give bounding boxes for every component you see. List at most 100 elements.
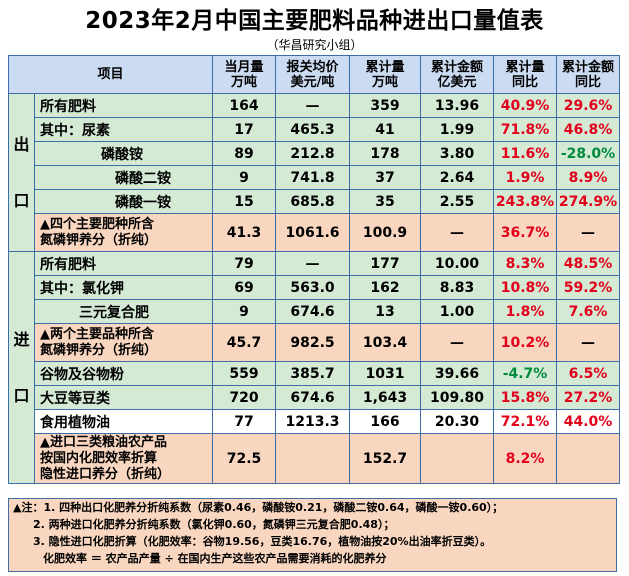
cell-monthly-volume: 9 [212,165,277,190]
section-label-export: 出口 [8,93,35,252]
cell-cumulative-value: 1.00 [420,299,495,324]
cell-cumulative-volume: 1031 [349,361,422,386]
cell-volume-yoy: -4.7% [493,361,558,386]
cell-cumulative-value: 109.80 [420,385,495,410]
table-row: ▲两个主要品种所含 氮磷钾养分（折纯） 45.7 982.5 103.4 — 10… [9,323,621,362]
cell-average-price: 685.8 [275,189,351,214]
cell-value-yoy: 27.2% [556,385,621,410]
cell-cumulative-value: 2.64 [420,165,495,190]
cell-volume-yoy: 1.8% [493,299,558,324]
row-item: 大豆等豆类 [33,385,214,410]
cell-cumulative-volume: 162 [349,275,422,300]
cell-average-price [275,433,351,484]
cell-monthly-volume: 164 [212,93,277,118]
cell-average-price: 741.8 [275,165,351,190]
cell-cumulative-volume: 35 [349,189,422,214]
row-item: 其中：尿素 [33,117,214,142]
cell-volume-yoy: 71.8% [493,117,558,142]
row-item: ▲两个主要品种所含 氮磷钾养分（折纯） [33,323,214,362]
cell-volume-yoy: 11.6% [493,141,558,166]
cell-cumulative-value: 1.99 [420,117,495,142]
header-cumulative-value: 累计金额 亿美元 [420,55,495,94]
cell-value-yoy: 59.2% [556,275,621,300]
footnote-2: 2. 两种进口化肥养分折纯系数（氯化钾0.60，氮磷钾三元复合肥0.48）； [33,518,395,531]
row-item: 谷物及谷物粉 [33,361,214,386]
cell-monthly-volume: 9 [212,299,277,324]
cell-average-price: 674.6 [275,299,351,324]
cell-monthly-volume: 89 [212,141,277,166]
table-row: 出口 所有肥料 164 — 359 13.96 40.9% 29.6% [8,93,621,252]
cell-value-yoy: -28.0% [556,141,621,166]
table-row: 进口 所有肥料 79 — 177 10.00 8.3% 48.5% [8,251,621,484]
cell-volume-yoy: 243.8% [493,189,558,214]
cell-monthly-volume: 15 [212,189,277,214]
cell-value-yoy: 274.9% [556,189,621,214]
cell-monthly-volume: 79 [212,251,277,276]
cell-cumulative-volume: 41 [349,117,422,142]
table-row: 其中：氯化钾 69 563.0 162 8.83 10.8% 59.2% [9,275,621,300]
header-volume-yoy: 累计量 同比 [493,55,558,94]
cell-average-price: 465.3 [275,117,351,142]
header-item: 项目 [7,55,214,94]
cell-value-yoy: — [556,213,621,252]
cell-cumulative-volume: 152.7 [349,433,422,484]
footnotes: ▲注：1. 四种出口化肥养分折纯系数（尿素0.46，磷酸铵0.21，磷酸二铵0.… [8,498,617,572]
cell-average-price: 563.0 [275,275,351,300]
cell-cumulative-volume: 37 [349,165,422,190]
cell-volume-yoy: 10.2% [493,323,558,362]
cell-cumulative-value: — [420,323,495,362]
cell-value-yoy: 8.9% [556,165,621,190]
cell-monthly-volume: 45.7 [212,323,277,362]
row-item: ▲四个主要肥种所含 氮磷钾养分（折纯） [33,213,214,252]
row-item: ▲进口三类粮油农产品 按国内化肥效率折算 隐性进口养分（折纯） [33,433,214,484]
header-value-yoy: 累计金额 同比 [556,55,621,94]
table-row: 磷酸二铵 9 741.8 37 2.64 1.9% 8.9% [9,165,621,190]
row-item: 所有肥料 [33,93,214,118]
header-row: 项目 当月量 万吨 报关均价 美元/吨 累计量 万吨 累计金额 亿美元 累计量 同比 累计… [7,55,621,94]
cell-monthly-volume: 720 [212,385,277,410]
cell-average-price: 674.6 [275,385,351,410]
cell-value-yoy: 29.6% [556,93,621,118]
cell-volume-yoy: 40.9% [493,93,558,118]
row-item: 三元复合肥 [33,299,214,324]
section-label-import: 进口 [8,251,35,484]
cell-volume-yoy: 1.9% [493,165,558,190]
row-item: 食用植物油 [33,409,214,434]
page-subtitle: （华昌研究小组） [266,38,363,52]
cell-cumulative-value: 39.66 [420,361,495,386]
cell-average-price: — [275,93,351,118]
cell-volume-yoy: 15.8% [493,385,558,410]
cell-volume-yoy: 10.8% [493,275,558,300]
cell-average-price: — [275,251,351,276]
table-row: ▲进口三类粮油农产品 按国内化肥效率折算 隐性进口养分（折纯） 72.5 152.7… [9,433,621,484]
row-item: 磷酸铵 [33,141,214,166]
footnote-1: ▲注：1. 四种出口化肥养分折纯系数（尿素0.46，磷酸铵0.21，磷酸二铵0.… [13,501,504,514]
page-title: 2023年2月中国主要肥料品种进出口量值表 [85,8,544,34]
row-item: 其中：氯化钾 [33,275,214,300]
cell-value-yoy: — [556,323,621,362]
cell-cumulative-value: 3.80 [420,141,495,166]
table-row: 磷酸一铵 15 685.8 35 2.55 243.8% 274.9% [9,189,621,214]
cell-cumulative-volume: 178 [349,141,422,166]
cell-cumulative-value: 8.83 [420,275,495,300]
header-monthly-volume: 当月量 万吨 [212,55,277,94]
cell-monthly-volume: 17 [212,117,277,142]
cell-average-price: 1213.3 [275,409,351,434]
cell-volume-yoy: 8.3% [493,251,558,276]
cell-volume-yoy: 8.2% [493,433,558,484]
footnote-3: 3. 隐性进口化肥折算（化肥效率：谷物19.56，豆类16.76，植物油按20%… [33,535,492,548]
cell-value-yoy [556,433,621,484]
cell-average-price: 982.5 [275,323,351,362]
header-average-price: 报关均价 美元/吨 [275,55,351,94]
cell-cumulative-value [420,433,495,484]
cell-value-yoy: 46.8% [556,117,621,142]
table-row: 三元复合肥 9 674.6 13 1.00 1.8% 7.6% [9,299,621,324]
cell-cumulative-value: 20.30 [420,409,495,434]
cell-cumulative-volume: 177 [349,251,422,276]
cell-average-price: 1061.6 [275,213,351,252]
cell-value-yoy: 44.0% [556,409,621,434]
fertilizer-trade-table: 项目 当月量 万吨 报关均价 美元/吨 累计量 万吨 累计金额 亿美元 累计量 同比 累计… [7,55,621,484]
table-row: 大豆等豆类 720 674.6 1,643 109.80 15.8% 27.2% [9,385,621,410]
cell-value-yoy: 7.6% [556,299,621,324]
